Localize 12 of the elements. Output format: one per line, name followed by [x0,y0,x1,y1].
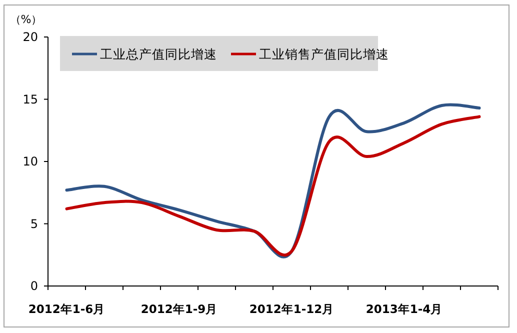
y-tick-label: 15 [22,92,38,106]
x-tick-label: 2012年1-9月 [140,302,218,316]
y-tick-label: 20 [22,30,38,44]
y-tick-label: 0 [30,279,38,293]
y-axis-title: （%） [10,13,42,26]
legend-label: 工业销售产值同比增速 [259,46,389,62]
y-tick-label: 10 [22,154,38,168]
x-tick-label: 2013年1-4月 [366,302,443,316]
y-tick-label: 5 [30,216,38,231]
x-tick-label: 2012年1-6月 [28,302,106,316]
x-tick-label: 2012年1-12月 [249,302,334,316]
legend-label: 工业总产值同比增速 [100,46,217,62]
